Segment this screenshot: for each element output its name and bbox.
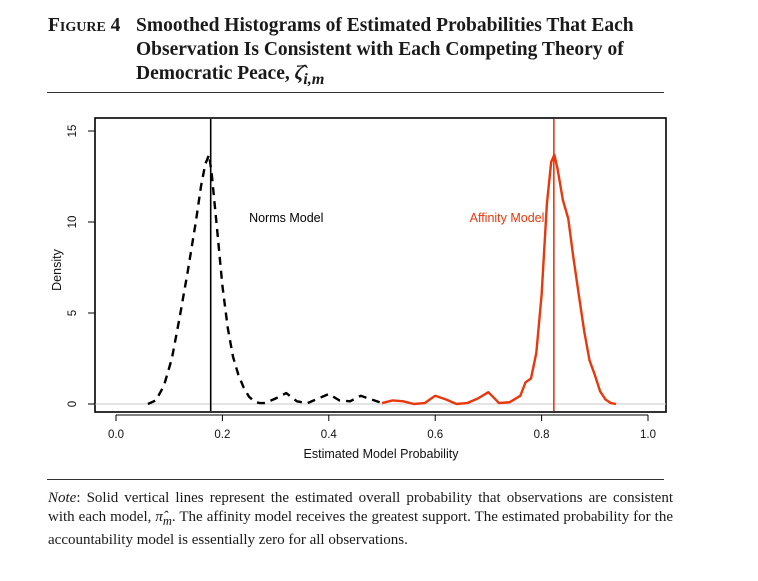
y-tick-label: 15 [67,125,79,138]
x-tick-label: 0.8 [534,429,550,441]
figure-note: Note: Solid vertical lines represent the… [48,489,673,550]
x-axis: 0.0 0.2 0.4 0.6 0.8 1.0 [108,414,656,441]
zeta-subscript: i,m [303,69,325,88]
plot-frame [94,117,667,413]
affinity-model-label: Affinity Model [470,211,545,225]
pi-subscript: m [162,514,172,528]
note-text-part2: . The affinity model receives the greate… [48,509,673,548]
norms-model-label: Norms Model [249,211,323,225]
top-rule [47,92,664,93]
series-layer: Norms Model Affinity Model [147,119,617,411]
y-axis: 0 5 10 15 [67,125,96,407]
figure-caption: Smoothed Histograms of Estimated Probabi… [136,15,634,84]
note-lead: Note [48,490,77,506]
x-tick-label: 1.0 [640,429,656,441]
figure-label: Figure 4 [48,15,121,36]
x-tick-label: 0.2 [214,429,230,441]
y-axis-label: Density [50,248,64,290]
x-tick-label: 0.0 [108,429,124,441]
figure-caption-text: Smoothed Histograms of Estimated Probabi… [136,14,681,91]
x-axis-label: Estimated Model Probability [304,447,460,461]
affinity-density-curve [381,153,617,406]
norms-density-curve [147,153,383,406]
x-tick-label: 0.6 [427,429,443,441]
y-tick-label: 10 [67,216,79,229]
note-text-part1: : Solid vertical lines represent the est… [48,490,673,525]
note-rule [47,479,664,480]
density-chart: 0.0 0.2 0.4 0.6 0.8 1.0 0 5 10 15 Norms Model Aff… [50,117,667,461]
pi-symbol: π̂ [155,509,163,525]
y-tick-label: 5 [67,310,79,316]
zeta-symbol: ζ̂ [294,63,304,84]
y-tick-label: 0 [67,401,79,407]
x-tick-label: 0.4 [321,429,338,441]
